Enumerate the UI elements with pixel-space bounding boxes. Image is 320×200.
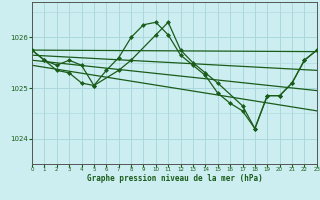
X-axis label: Graphe pression niveau de la mer (hPa): Graphe pression niveau de la mer (hPa) xyxy=(86,174,262,183)
